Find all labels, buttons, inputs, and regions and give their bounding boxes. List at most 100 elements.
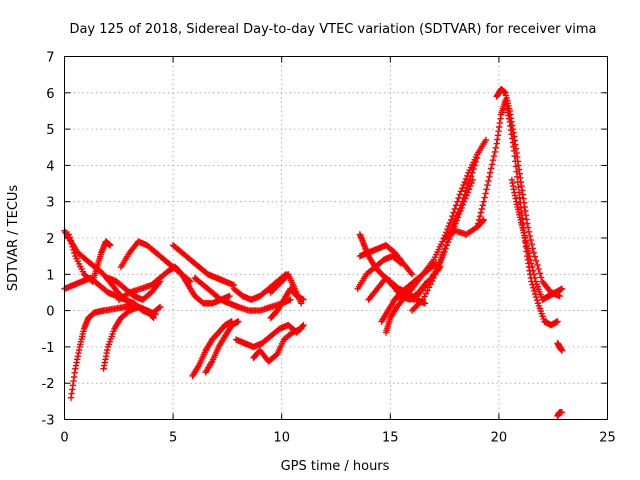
series-arc-4 xyxy=(65,231,114,285)
data-point xyxy=(459,201,467,208)
data-point xyxy=(525,228,533,235)
data-point xyxy=(450,209,457,216)
data-point xyxy=(449,213,456,220)
data-point xyxy=(531,274,539,282)
y-tick-label: -3 xyxy=(42,414,55,429)
data-point xyxy=(534,261,541,269)
data-point xyxy=(492,144,499,151)
data-point xyxy=(537,274,545,281)
data-point xyxy=(531,253,539,260)
data-point xyxy=(478,205,485,213)
data-point xyxy=(226,292,233,300)
data-point xyxy=(155,304,162,312)
data-point xyxy=(442,245,449,252)
data-point xyxy=(68,390,75,397)
data-point xyxy=(235,318,242,325)
data-point xyxy=(454,198,461,205)
series-arc-25 xyxy=(398,136,490,303)
x-tick-label: 0 xyxy=(60,431,68,446)
data-point xyxy=(451,205,458,213)
data-point xyxy=(479,217,486,225)
data-point xyxy=(457,207,464,215)
data-point xyxy=(436,260,443,268)
data-point xyxy=(298,325,305,332)
data-point xyxy=(106,242,114,249)
data-point xyxy=(465,186,473,193)
x-tick-label: 15 xyxy=(382,431,399,446)
data-point xyxy=(462,195,469,202)
data-point xyxy=(558,285,566,292)
data-point xyxy=(150,314,157,322)
series-arc-13 xyxy=(230,271,290,303)
series-arc-9 xyxy=(169,242,238,289)
data-point xyxy=(485,177,492,185)
series-arc-14 xyxy=(232,321,307,351)
data-point xyxy=(439,238,446,245)
y-tick-label: 7 xyxy=(46,51,54,66)
data-point xyxy=(455,194,462,202)
data-point xyxy=(535,265,542,273)
data-point xyxy=(468,179,475,187)
data-point xyxy=(528,241,535,248)
series-arc-17 xyxy=(267,271,305,307)
data-point xyxy=(156,303,164,311)
data-point xyxy=(532,257,540,264)
series-arc-32 xyxy=(554,409,566,420)
data-point xyxy=(460,198,468,205)
y-tick-label: 3 xyxy=(46,196,54,211)
data-point xyxy=(447,216,455,223)
data-point xyxy=(475,216,483,223)
x-tick-label: 25 xyxy=(599,431,616,446)
data-point xyxy=(481,194,488,201)
data-point xyxy=(528,263,536,271)
data-point xyxy=(454,214,462,221)
data-point xyxy=(474,220,482,227)
data-point xyxy=(482,136,490,144)
data-point xyxy=(434,263,442,271)
series-arc-27 xyxy=(441,216,487,242)
data-point xyxy=(523,220,531,227)
data-point xyxy=(484,181,491,189)
data-point xyxy=(444,238,452,246)
data-point xyxy=(445,222,452,230)
data-point xyxy=(70,246,77,254)
data-point xyxy=(489,157,497,164)
series-arc-1 xyxy=(61,227,159,318)
data-point xyxy=(529,267,537,274)
y-tick-label: 0 xyxy=(46,305,54,320)
data-point xyxy=(528,260,535,267)
data-point xyxy=(464,172,471,179)
data-point xyxy=(476,213,484,220)
data-point xyxy=(488,161,496,168)
data-point xyxy=(524,224,532,231)
y-tick-label: -2 xyxy=(42,377,55,392)
data-point xyxy=(558,347,566,354)
y-tick-label: -1 xyxy=(42,341,55,356)
data-point xyxy=(65,231,72,238)
data-point xyxy=(287,296,294,303)
data-point xyxy=(491,148,499,156)
x-tick-label: 10 xyxy=(273,431,290,446)
data-points xyxy=(61,86,566,420)
data-point xyxy=(446,219,454,227)
data-point xyxy=(68,240,75,247)
data-point xyxy=(463,192,470,199)
y-tick-label: 1 xyxy=(46,268,54,283)
data-point xyxy=(71,369,78,376)
y-tick-label: 5 xyxy=(46,123,54,138)
y-tick-label: 4 xyxy=(46,159,54,174)
data-point xyxy=(469,176,476,184)
data-point xyxy=(439,251,447,258)
data-point xyxy=(300,321,307,329)
axis-ticks: 0 5 10 15 20 25 -3 -2 -1 0 1 2 3 4 5 6 7 xyxy=(42,51,616,446)
data-point xyxy=(460,181,467,189)
plot-frame xyxy=(64,56,608,420)
data-point xyxy=(527,256,534,263)
data-point xyxy=(462,175,470,183)
series-arc-31 xyxy=(554,340,566,354)
chart-title: Day 125 of 2018, Sidereal Day-to-day VTE… xyxy=(69,22,596,37)
data-point xyxy=(558,409,566,416)
x-tick-label: 5 xyxy=(169,431,177,446)
data-point xyxy=(66,234,73,241)
